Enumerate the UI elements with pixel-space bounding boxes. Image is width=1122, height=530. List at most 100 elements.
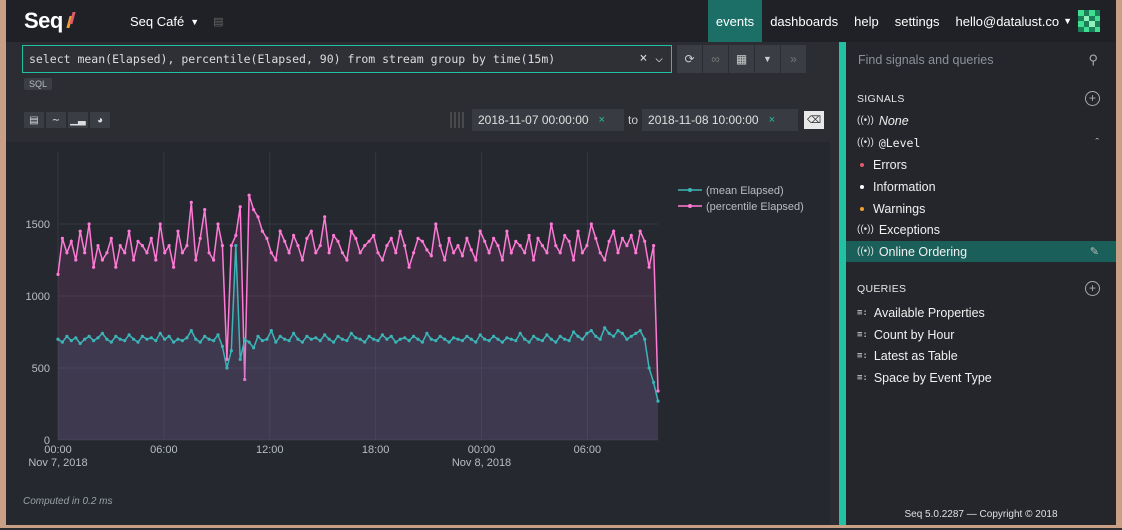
data-point [154, 339, 158, 343]
data-point [260, 229, 264, 233]
seq-logo[interactable]: Seq [24, 8, 63, 33]
data-point [629, 334, 633, 338]
nav-dashboards[interactable]: dashboards [770, 13, 839, 29]
search-icon[interactable]: ⚲ [1088, 52, 1098, 67]
add-signal-icon[interactable]: + [1085, 91, 1100, 106]
query-icon: ≡: [857, 329, 868, 340]
data-point [634, 331, 638, 335]
date-from-field[interactable]: 2018-11-07 00:00:00 × [472, 109, 624, 131]
data-point [589, 222, 593, 226]
avatar[interactable] [1078, 10, 1100, 32]
signal-online-ordering[interactable]: ((•)) Online Ordering ✎ [846, 241, 1116, 262]
expand-arrows-icon[interactable]: » [781, 45, 807, 73]
data-point [456, 244, 460, 248]
data-point [540, 339, 545, 343]
signal-search-input[interactable]: Find signals and queries ⚲ [846, 42, 1116, 78]
data-point [145, 251, 149, 255]
workspace-name: Seq Café [130, 14, 185, 29]
data-point [460, 254, 464, 258]
data-point [478, 229, 482, 233]
refresh-icon[interactable]: ⟳ [677, 45, 703, 73]
query-icon: ≡: [857, 307, 868, 318]
x-tick-label: 06:00 [150, 444, 178, 456]
query-count-by-hour[interactable]: ≡: Count by Hour [857, 327, 955, 342]
data-point [283, 337, 287, 341]
signal-icon: ((•)) [857, 224, 874, 235]
signal-exceptions[interactable]: ((•)) Exceptions [857, 222, 940, 237]
data-point [447, 236, 451, 240]
data-point [180, 251, 184, 255]
data-point [429, 337, 433, 341]
table-view-icon[interactable]: ▤ [24, 112, 44, 128]
query-input[interactable]: select mean(Elapsed), percentile(Elapsed… [22, 45, 672, 73]
data-point [212, 339, 216, 343]
data-point [309, 229, 313, 233]
data-point [256, 334, 260, 338]
line-chart-icon[interactable]: ∼ [46, 112, 66, 128]
data-point [469, 248, 473, 252]
signal-information[interactable]: Information [846, 176, 1116, 197]
nav-settings[interactable]: settings [894, 13, 940, 29]
query-text[interactable]: select mean(Elapsed), percentile(Elapsed… [29, 52, 556, 66]
query-clear-and-history[interactable]: × ⌵ [639, 51, 663, 66]
tail-infinity-icon[interactable]: ∞ [703, 45, 729, 73]
nav-events[interactable]: events [707, 0, 763, 42]
data-point [612, 229, 616, 233]
data-point [496, 244, 500, 248]
date-to-field[interactable]: 2018-11-08 10:00:00 × [642, 109, 799, 131]
data-point [598, 251, 602, 255]
window-edge-right [1116, 0, 1122, 528]
panel-resize-handle[interactable] [839, 42, 846, 528]
data-point [216, 333, 220, 337]
query-available-properties[interactable]: ≡: Available Properties [857, 305, 985, 320]
pie-chart-icon[interactable]: ◕ [90, 112, 110, 128]
date-range-picker: 2018-11-07 00:00:00 × to 2018-11-08 10:0… [450, 109, 825, 131]
workspace-selector[interactable]: Seq Café ▼ ▤ [130, 14, 224, 29]
data-point [238, 357, 242, 361]
data-point [607, 239, 611, 243]
chevron-up-icon[interactable]: ˆ [1095, 136, 1099, 149]
user-menu[interactable]: hello@datalust.co ▼ [948, 0, 1108, 42]
add-query-icon[interactable]: + [1085, 281, 1100, 296]
data-point [598, 337, 602, 341]
data-point [465, 334, 469, 338]
data-point [140, 244, 144, 248]
data-point [460, 339, 464, 343]
data-point [349, 229, 353, 233]
signal-level-group[interactable]: ((•)) @Level ˆ [857, 135, 1099, 150]
query-icon: ≡: [857, 350, 868, 361]
line-chart[interactable]: 500 1000 1500 00:00 06:00 12:00 18:00 00:00 06:0… [6, 142, 830, 525]
clear-to-icon[interactable]: × [768, 114, 775, 126]
data-point [198, 236, 202, 240]
y-tick-label: 500 [32, 363, 50, 375]
signal-warnings[interactable]: Warnings [846, 198, 1116, 219]
data-point [616, 329, 620, 333]
data-point [558, 334, 562, 338]
calendar-icon[interactable] [450, 112, 466, 128]
edit-pencil-icon[interactable]: ✎ [1089, 246, 1099, 258]
signal-none[interactable]: ((•)) None [857, 113, 909, 128]
data-point [149, 336, 153, 340]
data-point [478, 333, 482, 337]
data-point [83, 337, 87, 341]
clear-range-icon[interactable]: ⌫ [804, 111, 825, 129]
window-edge-bottom [0, 525, 1122, 528]
data-point [505, 336, 509, 340]
series-area-percentile [58, 195, 658, 440]
layout-grid-icon[interactable]: ▦ [729, 45, 755, 73]
nav-help[interactable]: help [854, 13, 879, 29]
workspace-pin-icon[interactable]: ▤ [213, 16, 224, 28]
to-label: to [628, 113, 639, 127]
data-point [332, 340, 336, 344]
query-latest-as-table[interactable]: ≡: Latest as Table [857, 348, 958, 363]
data-point [74, 258, 78, 262]
clear-from-icon[interactable]: × [598, 114, 605, 126]
chevron-down-icon[interactable]: ▼ [755, 45, 781, 73]
series-line-mean [57, 245, 659, 402]
signal-errors[interactable]: Errors [846, 154, 1116, 175]
query-space-by-event-type[interactable]: ≡: Space by Event Type [857, 370, 992, 385]
bar-chart-icon[interactable]: ▁▃ [68, 112, 88, 128]
data-point [109, 340, 113, 344]
data-point [269, 251, 273, 255]
data-point [434, 222, 438, 226]
